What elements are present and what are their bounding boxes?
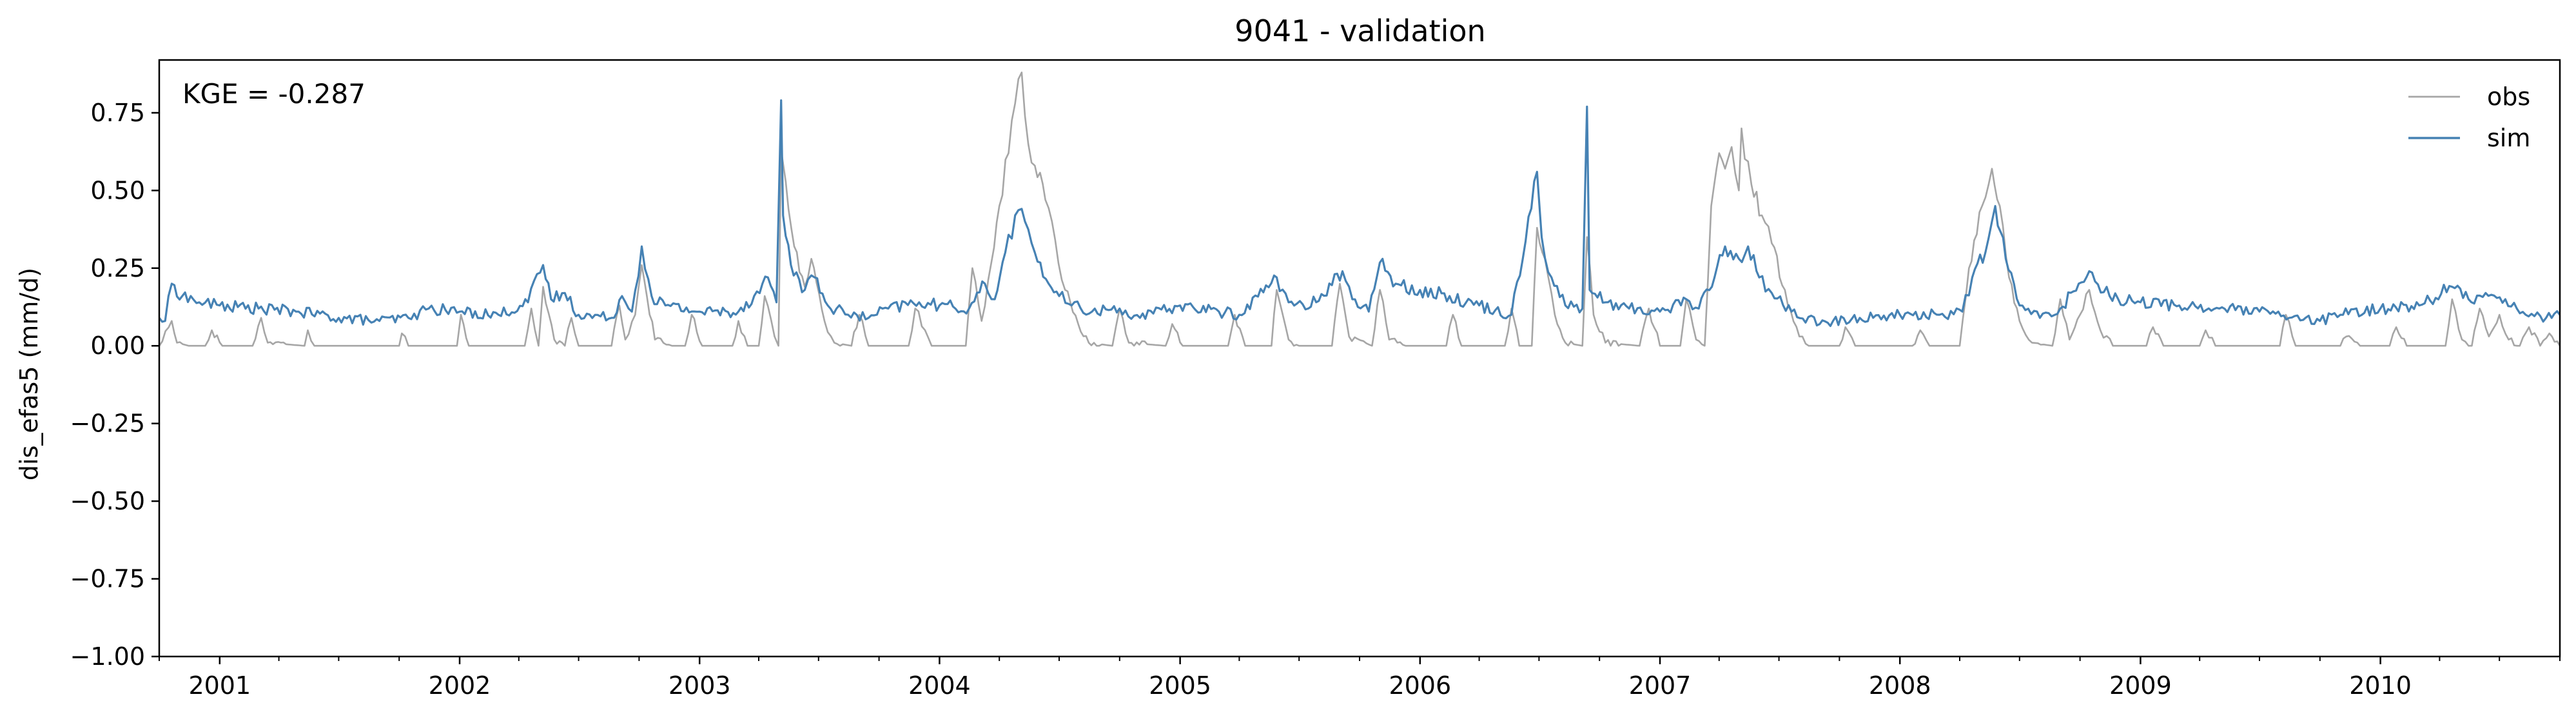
plot-frame [158, 59, 2561, 658]
x-tick-label: 2002 [429, 671, 491, 700]
x-tick-label: 2004 [908, 671, 971, 700]
x-tick-label: 2008 [1869, 671, 1931, 700]
y-axis-ticks: −1.00 −0.75 −0.50 −0.25 0.00 0.25 0.50 0.75 [70, 99, 159, 671]
y-tick-label: 0.00 [90, 331, 145, 360]
series-line-sim [159, 99, 2560, 328]
y-tick-label: 0.25 [90, 254, 145, 282]
y-tick-label: 0.50 [90, 176, 145, 204]
legend: obs sim [2408, 83, 2530, 152]
x-tick-label: 2010 [2349, 671, 2412, 700]
y-tick-label: −0.50 [70, 487, 145, 515]
y-tick-label: −0.25 [70, 410, 145, 438]
series-layer [159, 72, 2560, 347]
series-line-obs [159, 72, 2560, 347]
y-tick-label: 0.75 [90, 99, 145, 127]
x-tick-label: 2005 [1149, 671, 1211, 700]
x-tick-label: 2009 [2109, 671, 2172, 700]
y-tick-label: −0.75 [70, 565, 145, 593]
y-axis-label: dis_efas5 (mm/d) [15, 268, 43, 480]
legend-label-obs: obs [2487, 83, 2530, 111]
x-tick-label: 2001 [188, 671, 251, 700]
x-tick-label: 2007 [1629, 671, 1692, 700]
x-tick-label: 2006 [1389, 671, 1451, 700]
x-tick-label: 2003 [668, 671, 731, 700]
chart-title: 9041 - validation [1234, 14, 1485, 48]
x-axis-ticks: 2001 2002 2003 2004 2005 2006 2007 2008 2009 2010 [159, 657, 2561, 700]
kge-annotation: KGE = -0.287 [182, 78, 366, 110]
y-tick-label: −1.00 [70, 642, 145, 671]
legend-label-sim: sim [2487, 124, 2530, 152]
